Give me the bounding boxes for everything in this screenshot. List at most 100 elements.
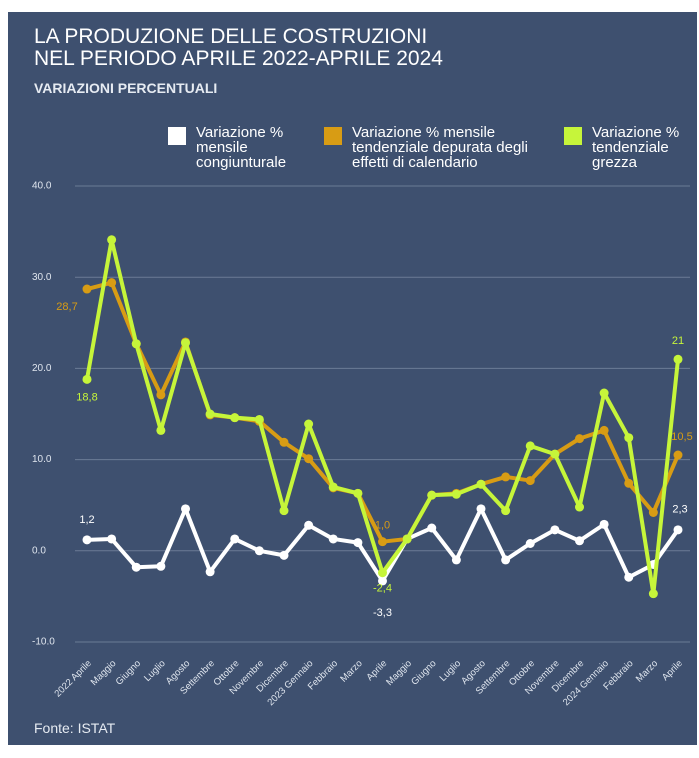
x-tick-label: Maggio (89, 658, 119, 688)
data-point (254, 546, 264, 556)
legend-label: Variazione % tendenziale grezza (592, 124, 680, 171)
data-point (304, 454, 314, 464)
data-point (525, 476, 535, 486)
data-label: 2,3 (672, 504, 687, 516)
data-point (648, 589, 658, 599)
data-point (673, 450, 683, 460)
data-point (353, 538, 363, 548)
y-tick-label: 10.0 (32, 454, 52, 465)
data-point (624, 478, 634, 488)
title-line: LA PRODUZIONE DELLE COSTRUZIONI (34, 25, 428, 48)
data-point (304, 520, 314, 530)
data-label: -3,3 (373, 607, 392, 619)
data-point (254, 414, 264, 424)
data-point (82, 284, 92, 294)
x-tick-label: Aprile (660, 658, 685, 683)
data-point (575, 502, 584, 512)
legend-item: Variazione % mensile tendenziale depurat… (324, 125, 554, 170)
data-point (82, 374, 92, 384)
data-point (82, 535, 92, 545)
x-tick-label: Giugno (114, 658, 143, 687)
data-point (304, 419, 314, 429)
data-point (279, 506, 289, 516)
data-point (673, 525, 683, 535)
data-point (575, 434, 584, 444)
series-line (85, 280, 680, 544)
chart-panel: -10.0 0.0 10.0 20.0 30.0 40.0 2022 Aprile Maggi… (8, 12, 697, 745)
data-point (451, 555, 461, 565)
chart-subtitle: VARIAZIONI PERCENTUALI (34, 80, 218, 96)
data-label: 21 (672, 335, 684, 347)
data-point (353, 488, 363, 498)
y-tick-label: -10.0 (32, 637, 55, 648)
data-label: 18,8 (76, 391, 97, 403)
data-point (648, 507, 658, 517)
data-point (156, 561, 166, 571)
data-point (575, 536, 584, 546)
data-point (328, 482, 338, 492)
data-point (131, 562, 141, 572)
x-tick-label: Maggio (384, 658, 414, 688)
data-point (279, 437, 289, 447)
data-label: -2,4 (373, 583, 392, 595)
legend-item: Variazione % mensile congiunturale (168, 125, 308, 170)
data-point (181, 504, 190, 514)
data-point (402, 534, 412, 544)
data-point (107, 534, 117, 544)
data-point (378, 576, 387, 586)
data-point (230, 534, 240, 544)
legend-item: Variazione % tendenziale grezza (564, 125, 694, 170)
data-point (427, 523, 437, 533)
x-tick-label: Marzo (338, 658, 364, 684)
legend-swatch (564, 127, 582, 145)
chart-title: LA PRODUZIONE DELLE COSTRUZIONI NEL PERI… (34, 26, 443, 70)
data-point (525, 539, 535, 549)
legend-label: Variazione % mensile congiunturale (196, 124, 287, 171)
data-label: 1,0 (375, 520, 390, 532)
data-point (131, 339, 141, 349)
data-point (501, 472, 511, 482)
data-point (599, 425, 609, 435)
data-point (599, 388, 609, 398)
data-point (328, 534, 338, 544)
data-point (378, 568, 387, 578)
data-point (279, 550, 289, 560)
y-tick-label: 20.0 (32, 363, 52, 374)
source: Fonte: ISTAT (34, 720, 116, 736)
data-point (476, 504, 486, 514)
data-point (378, 537, 387, 547)
legend-swatch (324, 127, 342, 145)
data-point (550, 449, 560, 459)
data-point (156, 390, 166, 400)
y-tick-label: 30.0 (32, 272, 52, 283)
data-point (205, 409, 215, 419)
data-point (673, 354, 683, 364)
y-tick-label: 0.0 (32, 545, 46, 556)
data-point (427, 490, 437, 500)
legend-label: Variazione % mensile tendenziale depurat… (352, 124, 528, 171)
data-point (624, 572, 634, 582)
x-tick-label: 2022 Aprile (53, 658, 94, 699)
y-tick-label: 40.0 (32, 181, 52, 192)
data-point (525, 441, 535, 451)
data-point (501, 506, 511, 516)
data-point (501, 555, 511, 565)
data-label: 1,2 (79, 514, 94, 526)
data-point (624, 433, 634, 443)
data-point (156, 425, 166, 435)
data-point (599, 519, 609, 529)
data-label: 10,5 (671, 431, 692, 443)
data-point (205, 567, 215, 577)
data-point (550, 525, 560, 535)
title-line: NEL PERIODO APRILE 2022-APRILE 2024 (34, 47, 443, 70)
legend-swatch (168, 127, 186, 145)
data-point (476, 479, 486, 489)
x-tick-label: Marzo (634, 658, 660, 684)
data-point (181, 338, 190, 348)
data-point (107, 235, 117, 245)
data-point (451, 489, 461, 499)
data-point (230, 413, 240, 423)
data-label: 28,7 (56, 301, 77, 313)
x-tick-label: Giugno (409, 658, 438, 687)
